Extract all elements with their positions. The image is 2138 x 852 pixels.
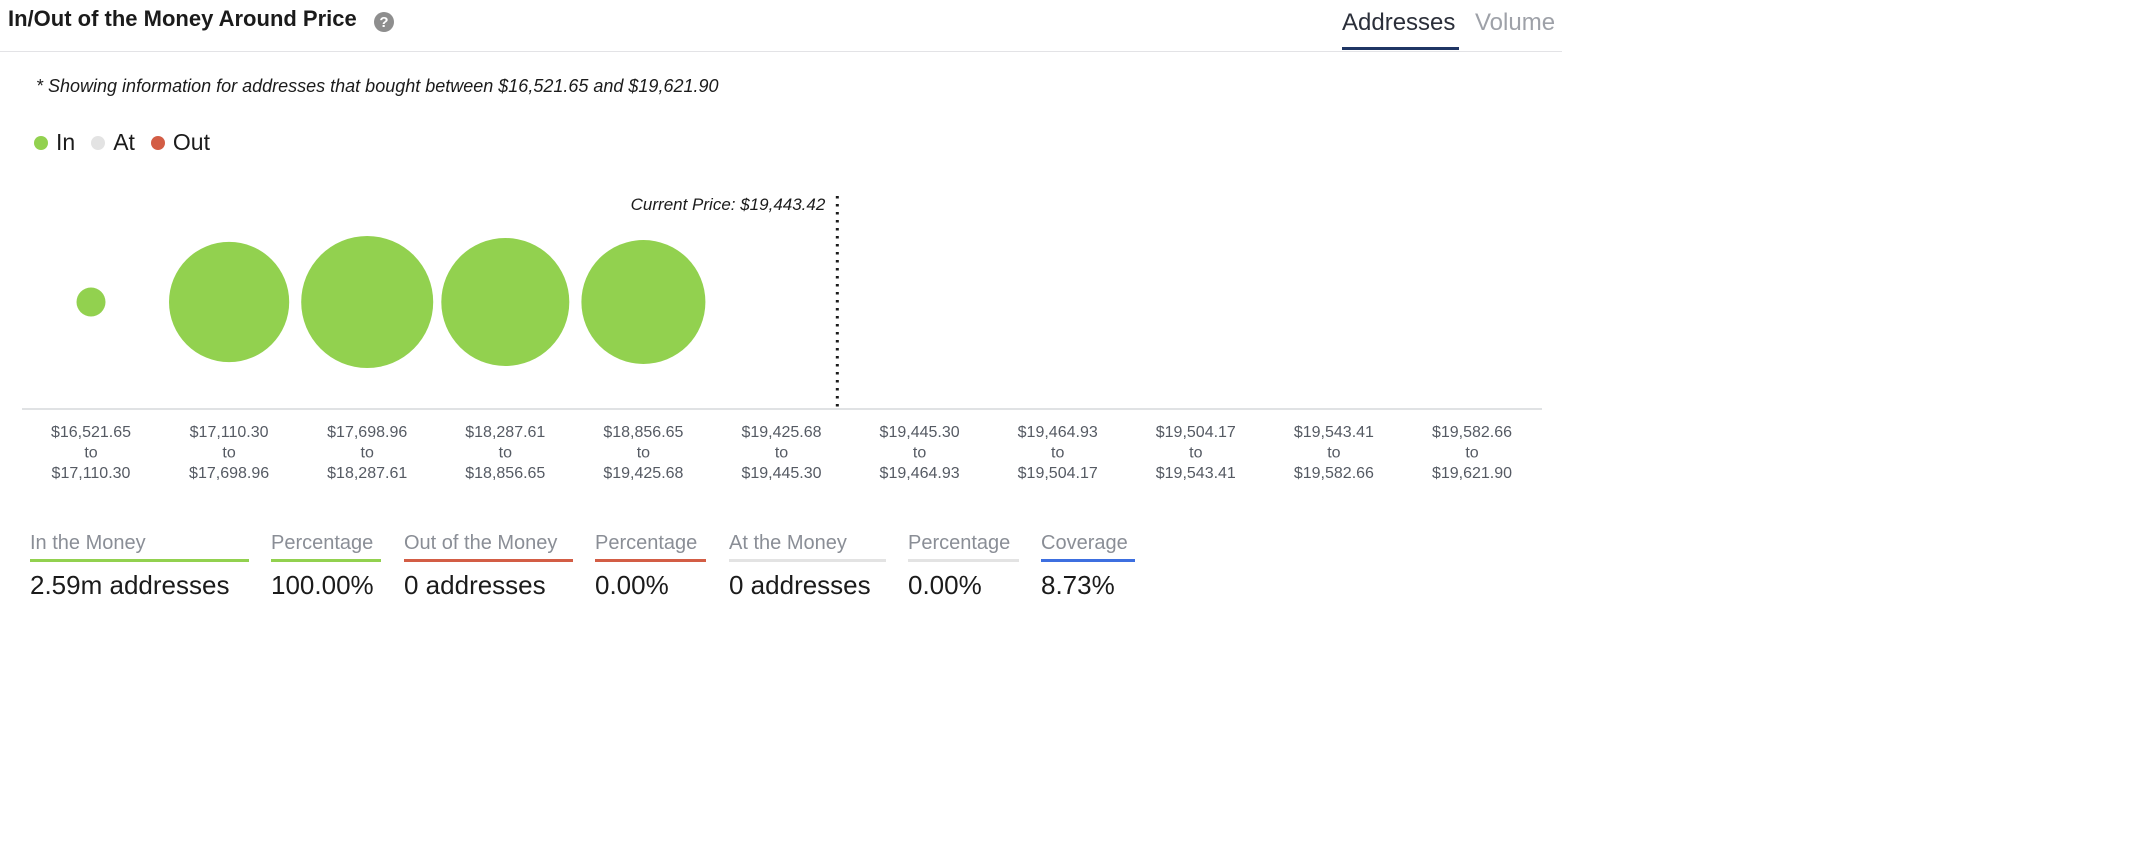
range-note: * Showing information for addresses that…	[36, 76, 719, 96]
x-tick-label-7: $19,464.93 to $19,504.17	[1018, 424, 1098, 482]
stat-value: 0.00%	[908, 570, 982, 600]
x-tick-label-4: $18,856.65 to $19,425.68	[603, 424, 683, 482]
bubble-2[interactable]	[301, 236, 434, 368]
tab-addresses[interactable]: Addresses	[1342, 9, 1456, 36]
x-tick-label-3: $18,287.61 to $18,856.65	[465, 424, 545, 482]
stat-in-the-money: In the Money 2.59m addresses	[30, 532, 249, 601]
legend-item-in[interactable]: In	[34, 129, 75, 156]
stat-label: At the Money	[729, 532, 847, 554]
stat-value: 100.00%	[271, 570, 374, 600]
x-tick-label-5: $19,425.68 to $19,445.30	[741, 424, 821, 482]
legend-item-out[interactable]: Out	[150, 129, 210, 156]
stat-label: Percentage	[908, 532, 1011, 554]
stat-label: Percentage	[271, 532, 374, 554]
x-tick-label-9: $19,543.41 to $19,582.66	[1294, 424, 1374, 482]
stat-label: Out of the Money	[404, 532, 558, 554]
iomap-chart: $16,521.65 to $17,110.30 $17,110.30 to $17,69…	[22, 195, 1542, 482]
stat-label: In the Money	[30, 532, 146, 554]
stat-rule	[404, 559, 573, 562]
stat-rule	[908, 559, 1019, 562]
stat-at-percentage: Percentage 0.00%	[908, 532, 1019, 601]
page-title: In/Out of the Money Around Price	[8, 6, 357, 31]
bubble-4[interactable]	[581, 240, 706, 364]
current-price-label: Current Price: $19,443.42	[631, 195, 826, 214]
legend-item-at[interactable]: At	[91, 129, 135, 156]
stat-value: 0 addresses	[729, 570, 871, 600]
stat-in-percentage: Percentage 100.00%	[271, 532, 381, 601]
stat-rule	[595, 559, 706, 562]
x-tick-label-2: $17,698.96 to $18,287.61	[327, 424, 407, 482]
legend-label-in: In	[56, 129, 76, 155]
stat-label: Coverage	[1041, 532, 1128, 554]
bubble-0[interactable]	[76, 287, 106, 317]
active-tab-indicator	[1342, 47, 1459, 50]
stat-coverage: Coverage 8.73%	[1041, 532, 1135, 601]
stat-at-the-money: At the Money 0 addresses	[729, 532, 886, 601]
legend: In At Out	[34, 129, 226, 156]
tab-volume[interactable]: Volume	[1475, 9, 1556, 36]
x-tick-label-1: $17,110.30 to $17,698.96	[189, 424, 269, 482]
bubble-1[interactable]	[169, 241, 290, 363]
stat-rule	[271, 559, 381, 562]
x-tick-label-10: $19,582.66 to $19,621.90	[1432, 424, 1512, 482]
stat-out-of-the-money: Out of the Money 0 addresses	[404, 532, 573, 601]
stat-value: 8.73%	[1041, 570, 1115, 600]
legend-swatch-out	[150, 135, 165, 150]
stat-value: 0.00%	[595, 570, 669, 600]
header-divider	[0, 51, 1562, 52]
stat-rule	[729, 559, 886, 562]
iomap-widget: In/Out of the Money Around Price ? Addre…	[0, 6, 1562, 601]
stat-label: Percentage	[595, 532, 698, 554]
stat-value: 0 addresses	[404, 570, 546, 600]
legend-label-at: At	[113, 129, 135, 155]
legend-swatch-in	[34, 135, 48, 150]
x-tick-label-6: $19,445.30 to $19,464.93	[880, 424, 960, 482]
stat-rule	[1041, 559, 1135, 562]
x-tick-label-0: $16,521.65 to $17,110.30	[51, 424, 131, 482]
bubble-3[interactable]	[441, 238, 570, 366]
stat-rule	[30, 559, 249, 562]
help-icon[interactable]: ?	[374, 12, 394, 32]
legend-swatch-at	[91, 135, 106, 150]
x-tick-label-8: $19,504.17 to $19,543.41	[1156, 424, 1236, 482]
stat-value: 2.59m addresses	[30, 570, 230, 600]
legend-label-out: Out	[172, 129, 210, 155]
stat-out-percentage: Percentage 0.00%	[595, 532, 706, 601]
